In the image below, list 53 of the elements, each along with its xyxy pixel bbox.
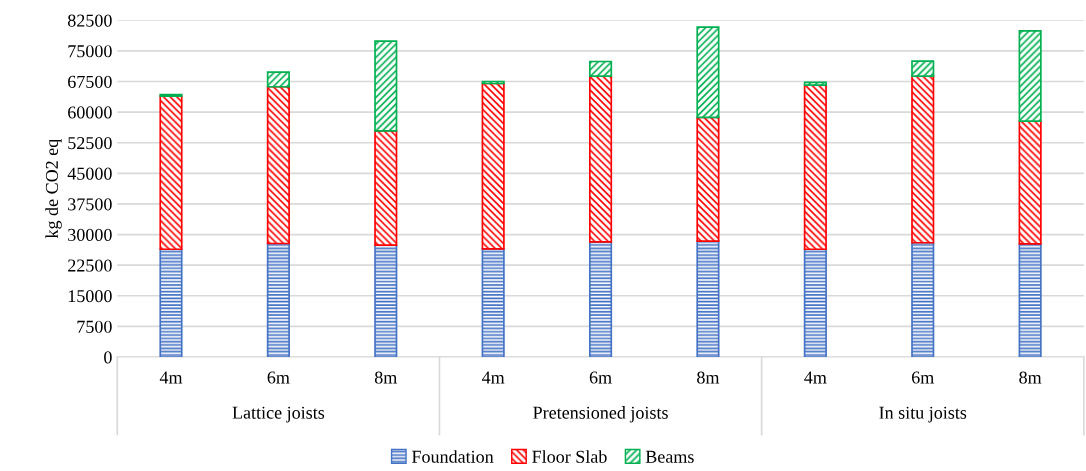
bar — [266, 242, 290, 358]
y-tick-label: 30000 — [68, 228, 112, 241]
y-tick-label: 0 — [104, 351, 112, 364]
bar — [1018, 120, 1042, 245]
y-tick-label: 37500 — [68, 198, 112, 211]
x-tick-label: 6m — [911, 371, 934, 384]
bar — [588, 60, 613, 78]
bar — [911, 241, 935, 358]
x-tick-label: 4m — [159, 371, 183, 384]
text: Pretensioned joists — [533, 406, 668, 423]
y-tick-label: 82500 — [67, 14, 112, 27]
legend-label: Floor Slab — [532, 450, 607, 463]
y-tick-label: 67500 — [68, 75, 112, 88]
y-tick-label: 60000 — [68, 106, 112, 119]
bar — [374, 40, 398, 132]
bar — [911, 60, 935, 78]
x-tick-label: 8m — [697, 371, 720, 384]
bar — [588, 241, 613, 358]
bar — [803, 81, 827, 86]
text: Lattice joists — [232, 406, 325, 423]
bar — [374, 244, 398, 358]
bar — [696, 116, 720, 242]
y-tick-label: 15000 — [68, 290, 112, 303]
bar — [266, 85, 290, 245]
bar — [1018, 30, 1042, 122]
y-tick-label: 7500 — [77, 320, 112, 333]
bar — [1018, 243, 1042, 358]
x-tick-label: 8m — [1019, 371, 1042, 384]
bar — [803, 248, 827, 358]
x-tick-label: 6m — [589, 371, 612, 384]
bar — [159, 248, 183, 358]
bar — [911, 75, 935, 244]
bar — [803, 84, 827, 251]
y-tick-label: 75000 — [68, 45, 112, 58]
x-tick-label: 6m — [267, 371, 290, 384]
bar — [159, 95, 183, 251]
bar — [374, 130, 398, 247]
bar — [481, 82, 505, 250]
y-axis-title: kg de CO2 eq — [45, 139, 62, 239]
bar — [696, 26, 720, 119]
bar — [266, 71, 290, 88]
y-tick-label: 22500 — [68, 259, 112, 272]
bar — [588, 75, 613, 243]
legend-label: Foundation — [411, 450, 494, 463]
bar — [696, 240, 720, 358]
x-tick-label: 8m — [374, 371, 398, 384]
y-tick-label: 52500 — [68, 136, 112, 150]
y-tick-label: 45000 — [67, 167, 112, 180]
bar — [481, 248, 505, 358]
x-tick-label: 4m — [481, 371, 505, 384]
legend-label: Beams — [645, 450, 694, 463]
x-tick-label: 4m — [804, 371, 827, 384]
text: In situ joists — [879, 406, 967, 423]
